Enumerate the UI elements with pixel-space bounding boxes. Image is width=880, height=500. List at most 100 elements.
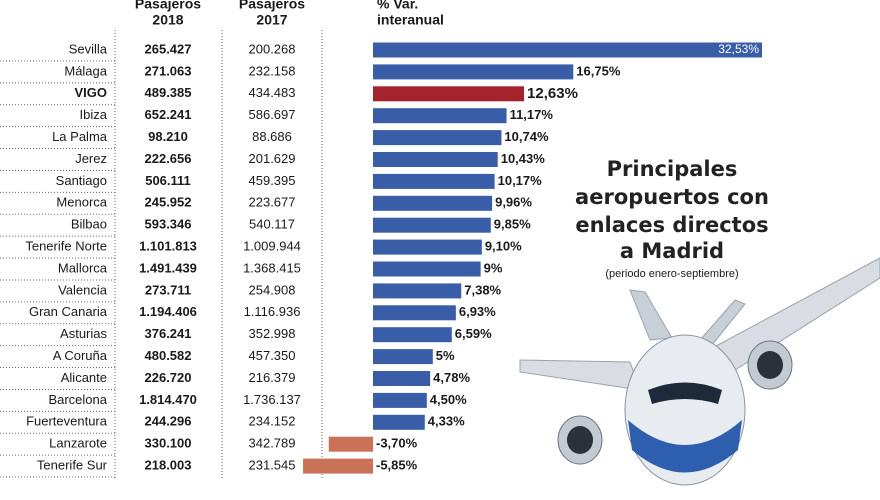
value-label: 10,43%	[501, 151, 546, 166]
category-label: Málaga	[64, 63, 107, 78]
category-label: Lanzarote	[49, 436, 107, 451]
column-header: 2018	[152, 12, 183, 28]
chart-title: aeropuertos con	[575, 185, 769, 209]
category-label: Barcelona	[48, 392, 107, 407]
airplane-illustration	[519, 257, 880, 486]
passengers-2017: 459.395	[249, 173, 296, 188]
passengers-2017: 88.686	[252, 129, 292, 144]
value-label: 32,53%	[718, 42, 759, 56]
passengers-2017: 1.368.415	[243, 260, 301, 275]
bar	[373, 305, 456, 321]
chart-subtitle: (periodo enero-septiembre)	[605, 268, 738, 280]
passengers-2018: 98.210	[148, 129, 188, 144]
passengers-2017: 434.483	[249, 85, 296, 100]
bar	[373, 414, 425, 430]
passengers-2018: 226.720	[145, 370, 192, 385]
passengers-2018: 265.427	[145, 41, 192, 56]
value-label: 9,10%	[485, 239, 522, 254]
passengers-2017: 540.117	[249, 217, 295, 232]
column-header: Pasajeros	[135, 0, 201, 12]
passengers-2017: 586.697	[249, 107, 296, 122]
passengers-2017: 232.158	[249, 63, 296, 78]
passengers-2017: 200.268	[249, 41, 296, 56]
bar	[373, 239, 482, 255]
value-label: 4,50%	[430, 392, 467, 407]
bar	[373, 327, 452, 343]
category-label: Mallorca	[58, 260, 108, 275]
passengers-2018: 218.003	[145, 458, 192, 473]
bar	[373, 283, 462, 299]
passengers-2017: 342.789	[249, 436, 296, 451]
passengers-2018: 652.241	[145, 107, 192, 122]
passengers-2017: 254.908	[249, 282, 296, 297]
passengers-2017: 231.545	[249, 458, 296, 473]
column-header: interanual	[377, 12, 444, 28]
value-label: -5,85%	[376, 458, 418, 473]
bar	[373, 64, 574, 80]
passengers-2018: 245.952	[145, 195, 192, 210]
value-label: 4,33%	[428, 414, 465, 429]
value-label: 9%	[484, 260, 503, 275]
passengers-2017: 1.009.944	[243, 239, 301, 254]
category-label: Sevilla	[69, 41, 108, 56]
value-label: 6,59%	[455, 326, 492, 341]
bar	[373, 349, 433, 365]
passengers-2017: 223.677	[249, 195, 296, 210]
passengers-2017: 201.629	[249, 151, 296, 166]
passengers-2018: 271.063	[145, 63, 192, 78]
passengers-2018: 330.100	[145, 436, 192, 451]
bar	[373, 152, 498, 167]
category-label: Alicante	[61, 370, 107, 385]
bar	[303, 458, 373, 474]
passengers-2017: 1.736.137	[243, 392, 301, 407]
category-label: Jerez	[75, 151, 107, 166]
value-label: 11,17%	[510, 107, 554, 122]
passengers-2018: 1.491.439	[139, 260, 197, 275]
category-label: Valencia	[58, 282, 108, 297]
bar	[373, 195, 493, 211]
passengers-2018: 244.296	[145, 414, 192, 429]
passengers-2018: 1.101.813	[139, 239, 197, 254]
passengers-2017: 1.116.936	[244, 304, 301, 319]
passengers-2017: 216.379	[249, 370, 296, 385]
passengers-2018: 273.711	[145, 282, 191, 297]
bar	[328, 436, 373, 452]
column-header: % Var.	[377, 0, 418, 12]
bar	[373, 173, 495, 189]
category-label: A Coruña	[53, 348, 108, 363]
value-label: 16,75%	[576, 63, 621, 78]
chart-title: Principales	[607, 157, 738, 181]
column-header: 2017	[256, 12, 287, 28]
column-header: Pasajeros	[239, 0, 305, 12]
bar	[373, 86, 525, 102]
bar	[373, 392, 427, 408]
category-label: Ibiza	[80, 107, 108, 122]
passengers-2017: 457.350	[249, 348, 296, 363]
value-label: 10,17%	[498, 173, 543, 188]
passengers-2018: 1.814.470	[139, 392, 197, 407]
value-label: 7,38%	[464, 282, 501, 297]
value-label: 5%	[436, 348, 455, 363]
value-label: 10,74%	[504, 129, 549, 144]
category-label: Tenerife Norte	[25, 239, 107, 254]
category-label: Santiago	[56, 173, 107, 188]
chart-title: a Madrid	[620, 239, 724, 263]
category-label: Tenerife Sur	[37, 458, 108, 473]
category-label: Bilbao	[71, 217, 107, 232]
passengers-2017: 352.998	[249, 326, 296, 341]
category-label: Menorca	[56, 195, 107, 210]
value-label: 12,63%	[527, 85, 578, 102]
passengers-2018: 222.656	[145, 151, 192, 166]
value-label: 9,85%	[494, 217, 531, 232]
value-label: -3,70%	[376, 436, 418, 451]
passengers-2017: 234.152	[249, 414, 296, 429]
bar	[373, 130, 502, 146]
bar	[373, 108, 507, 124]
value-label: 4,78%	[433, 370, 470, 385]
passengers-2018: 593.346	[145, 217, 192, 232]
bar	[373, 371, 431, 386]
passengers-2018: 376.241	[145, 326, 192, 341]
category-label: VIGO	[74, 85, 107, 100]
bar	[373, 261, 481, 277]
